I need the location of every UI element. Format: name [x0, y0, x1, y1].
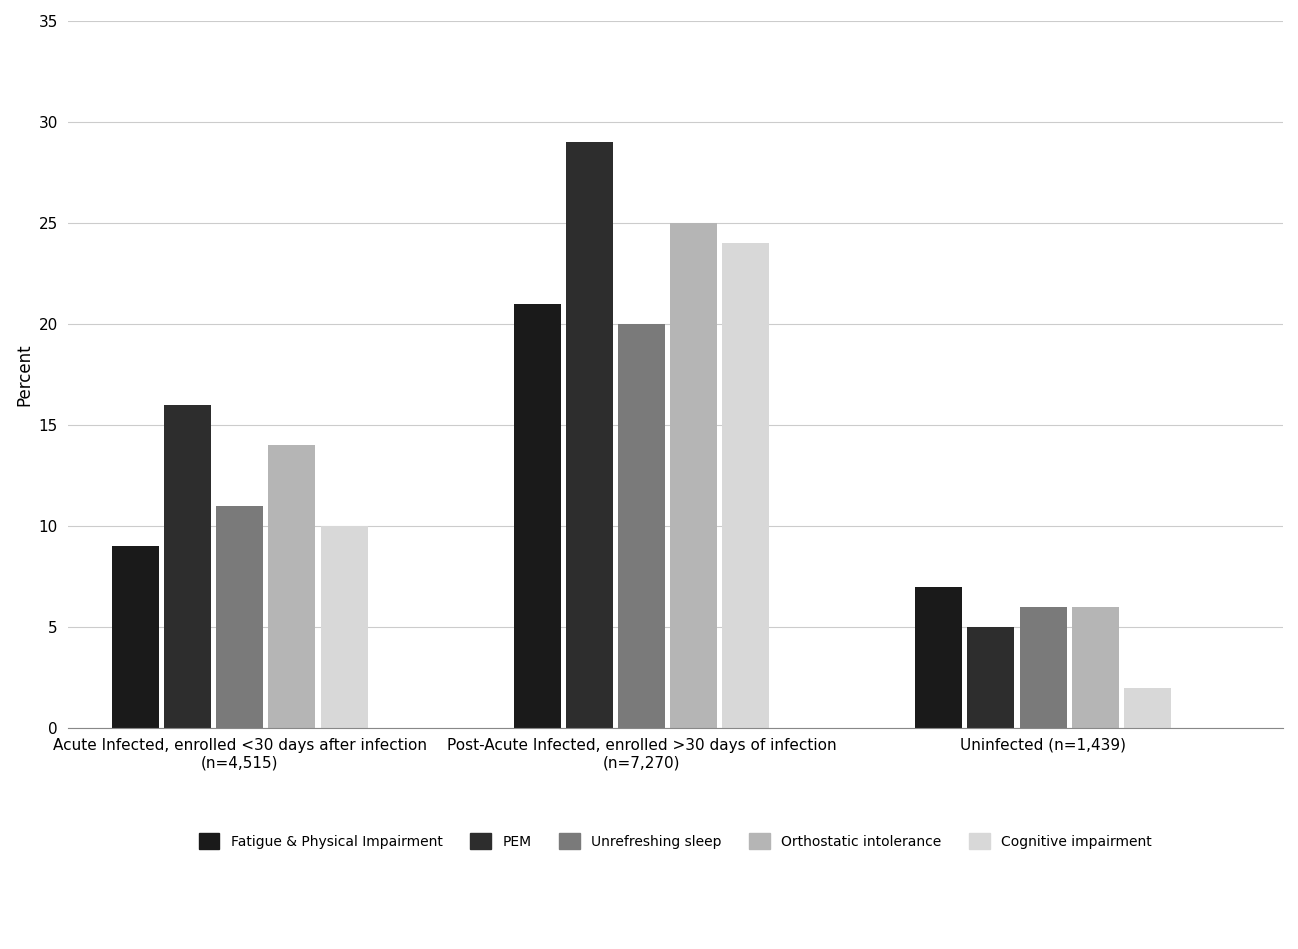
Bar — [1072, 606, 1119, 728]
Bar — [670, 223, 716, 728]
Bar — [1020, 606, 1067, 728]
Bar — [321, 526, 367, 728]
Y-axis label: Percent: Percent — [16, 344, 32, 406]
Bar — [722, 243, 770, 728]
Bar — [566, 142, 613, 728]
Bar — [967, 627, 1014, 728]
Bar — [269, 445, 315, 728]
Bar — [514, 304, 561, 728]
Bar — [217, 506, 263, 728]
Bar — [112, 547, 158, 728]
Bar — [618, 324, 665, 728]
Bar — [1124, 688, 1171, 728]
Bar — [164, 405, 212, 728]
Bar — [915, 586, 962, 728]
Legend: Fatigue & Physical Impairment, PEM, Unrefreshing sleep, Orthostatic intolerance,: Fatigue & Physical Impairment, PEM, Unre… — [193, 827, 1158, 855]
